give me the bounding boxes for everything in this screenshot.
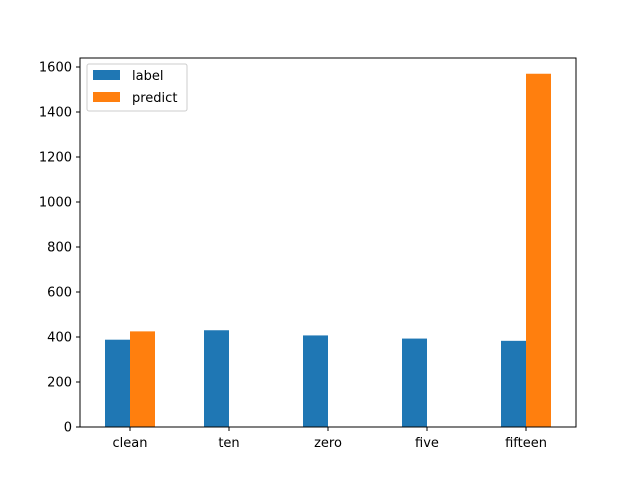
x-axis: clean ten zero five fifteen xyxy=(113,427,547,451)
y-tick-label: 800 xyxy=(47,241,72,256)
bar-label-zero xyxy=(303,335,328,427)
bar-predict-fifteen xyxy=(526,73,551,427)
bar-label-ten xyxy=(204,330,229,427)
legend: label predict xyxy=(86,63,188,112)
x-tick-label: ten xyxy=(218,436,239,451)
y-tick-label: 1000 xyxy=(39,196,72,211)
bar-label-five xyxy=(402,338,427,427)
y-tick-label: 1200 xyxy=(39,151,72,166)
y-axis: 0 200 400 600 800 1000 1200 1400 1600 xyxy=(39,61,80,436)
y-tick-label: 600 xyxy=(47,286,72,301)
y-tick-label: 1600 xyxy=(39,61,72,76)
bar-predict-clean xyxy=(130,331,155,427)
x-tick-label: fifteen xyxy=(505,436,547,451)
y-tick-label: 200 xyxy=(47,376,72,391)
legend-swatch-label xyxy=(93,70,120,80)
bar-label-fifteen xyxy=(501,340,526,427)
bar-label-clean xyxy=(105,339,130,427)
legend-swatch-predict xyxy=(93,92,120,102)
bars-group xyxy=(105,73,551,427)
y-tick-label: 1400 xyxy=(39,106,72,121)
plot-frame xyxy=(79,57,577,428)
legend-label-label: label xyxy=(132,69,163,84)
x-tick-label: zero xyxy=(314,436,342,451)
legend-label-predict: predict xyxy=(132,91,177,106)
x-tick-label: five xyxy=(415,436,439,451)
x-tick-label: clean xyxy=(113,436,148,451)
y-tick-label: 0 xyxy=(64,421,72,436)
y-tick-label: 400 xyxy=(47,331,72,346)
